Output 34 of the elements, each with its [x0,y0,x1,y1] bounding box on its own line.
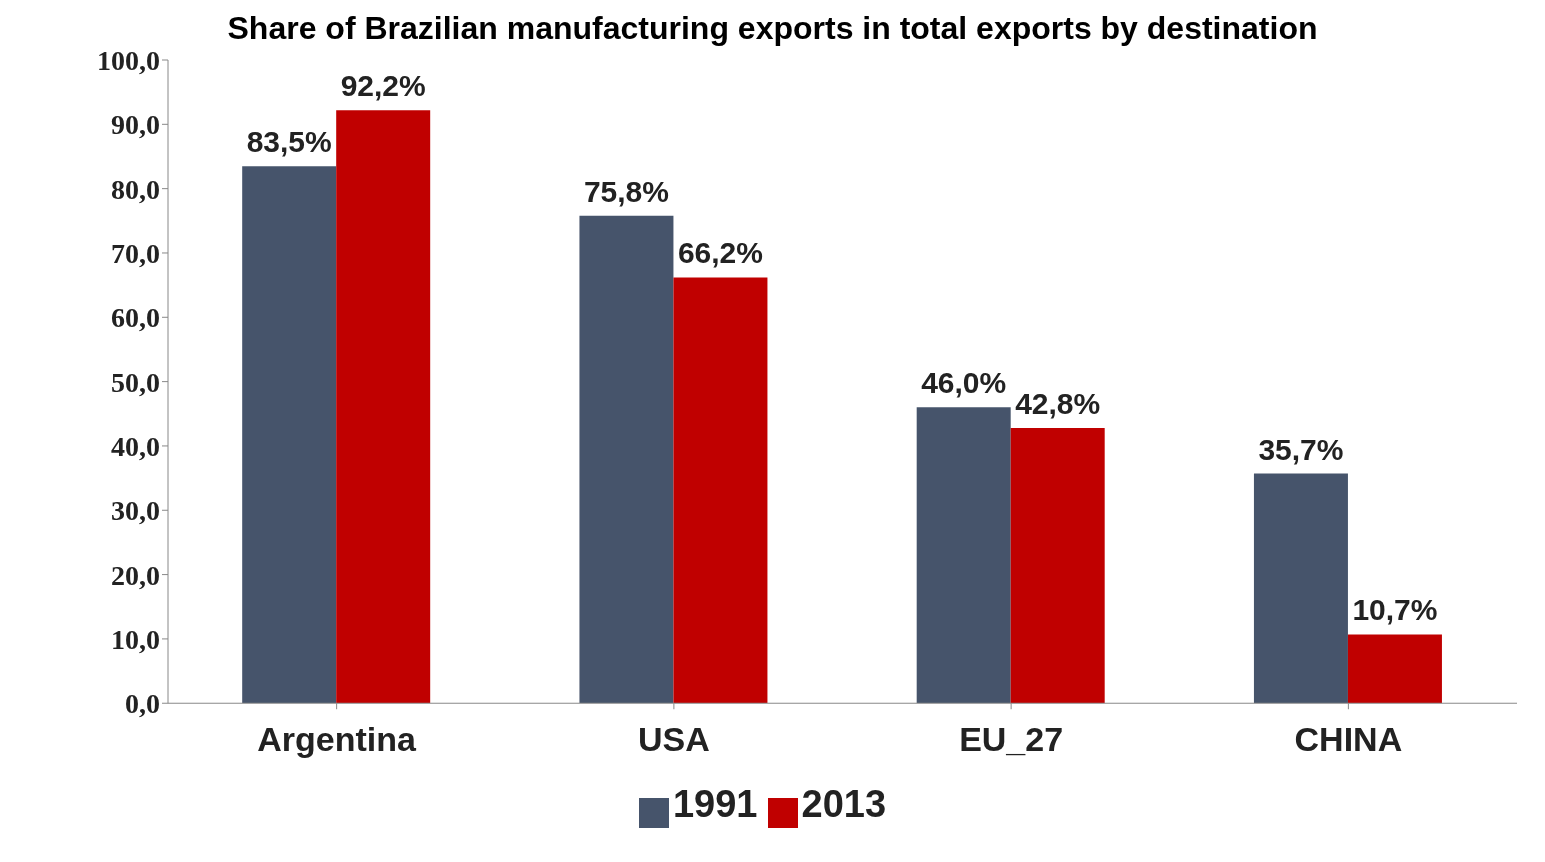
bar [1253,473,1348,704]
bar [242,166,337,704]
data-label: 83,5% [246,125,332,159]
y-tick-label: 10,0 [111,623,160,655]
x-tick-label: Argentina [257,720,418,759]
bar [673,277,768,704]
y-tick-label: 50,0 [111,366,160,398]
x-tick-label: CHINA [1294,720,1403,759]
y-tick-label: 100,0 [97,44,160,76]
legend-label: 2013 [801,783,887,826]
data-label: 10,7% [1352,593,1438,627]
y-tick-label: 80,0 [111,173,160,205]
legend-label: 1991 [672,783,758,826]
bar [1347,634,1442,704]
y-tick-label: 20,0 [111,559,160,591]
y-tick-label: 0,0 [125,688,160,720]
bar [579,215,674,704]
chart-title: Share of Brazilian manufacturing exports in total exports by destination [227,10,1318,46]
data-label: 92,2% [340,69,426,103]
bar [336,110,431,704]
data-label: 35,7% [1258,432,1344,466]
y-tick-label: 30,0 [111,495,160,527]
x-tick-label: USA [637,720,710,759]
data-label: 75,8% [583,174,669,208]
bar [1010,427,1105,704]
y-tick-label: 60,0 [111,302,160,334]
x-tick-label: EU_27 [959,720,1064,759]
bar [916,407,1011,704]
y-tick-label: 70,0 [111,237,160,269]
y-tick-label: 90,0 [111,109,160,141]
data-label: 46,0% [921,366,1007,400]
data-label: 66,2% [677,236,763,270]
data-label: 42,8% [1015,386,1101,420]
y-tick-label: 40,0 [111,430,160,462]
